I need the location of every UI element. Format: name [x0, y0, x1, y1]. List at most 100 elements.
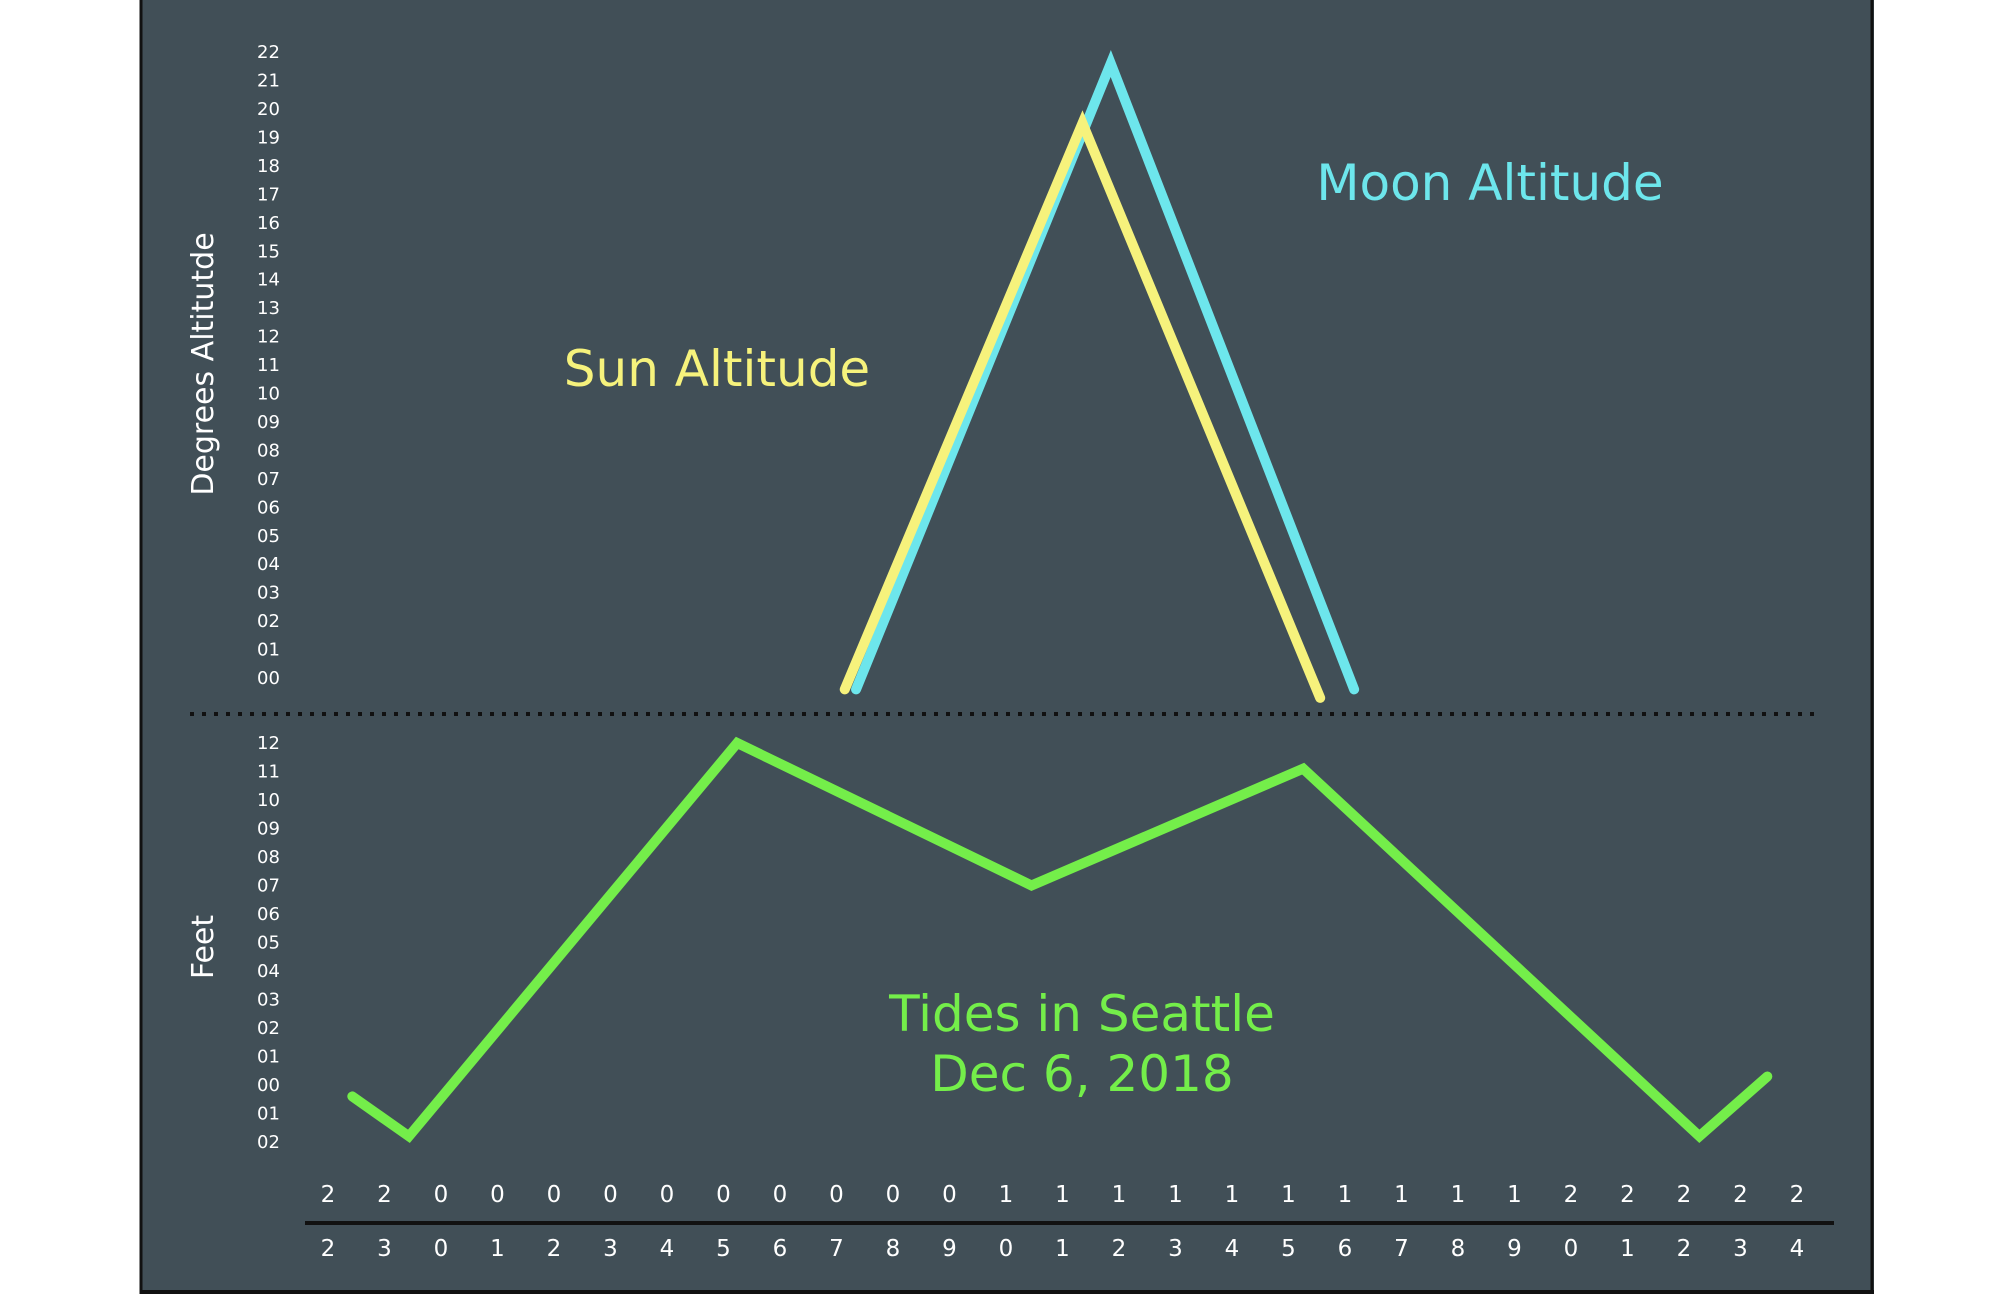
- feet-y-ticks: 12 11 10 09 08 07 06 05 04 03 02 01 00 01 02: [257, 733, 280, 1153]
- hour-tens-digit: 1: [1281, 1182, 1296, 1208]
- feet-tick-label: 02: [257, 1132, 280, 1153]
- tide-chart-title: Tides in Seattle: [888, 985, 1275, 1043]
- hour-tens-digit: 1: [1338, 1182, 1353, 1208]
- altitude-tick-label: 15: [257, 241, 280, 262]
- hour-tens-digit: 1: [999, 1182, 1014, 1208]
- feet-tick-label: 06: [257, 904, 280, 925]
- hour-tens-digit: 2: [1677, 1182, 1692, 1208]
- altitude-y-ticks: 00 01 02 03 04 05 06 07 08 09 10 11 12 13 14 15 16 17 18 19…: [257, 42, 280, 689]
- hour-labels: 2 2 2 3 0 0 0 1 0 2 0 3 0 4 0 5 0 6 0 7 0 8 0 9 1 0 1 1 1 2 1 3 1 4 1 5 1 6 1 7…: [321, 1182, 1805, 1262]
- hour-ones-digit: 3: [603, 1236, 618, 1262]
- hour-tens-digit: 1: [1055, 1182, 1070, 1208]
- altitude-tick-label: 11: [257, 355, 280, 376]
- hour-ones-digit: 1: [490, 1236, 505, 1262]
- altitude-tick-label: 03: [257, 583, 280, 604]
- hour-ones-digit: 5: [716, 1236, 731, 1262]
- hour-tens-digit: 0: [886, 1182, 901, 1208]
- feet-tick-label: 04: [257, 961, 280, 982]
- hour-ones-digit: 6: [773, 1236, 788, 1262]
- hour-tens-digit: 2: [1790, 1182, 1805, 1208]
- hour-ones-digit: 3: [377, 1236, 392, 1262]
- hour-ones-digit: 5: [1281, 1236, 1296, 1262]
- altitude-tick-label: 05: [257, 526, 280, 547]
- hour-tens-digit: 2: [321, 1182, 336, 1208]
- hour-ones-digit: 8: [886, 1236, 901, 1262]
- altitude-tick-label: 22: [257, 42, 280, 63]
- hour-ones-digit: 6: [1338, 1236, 1353, 1262]
- altitude-tick-label: 19: [257, 127, 280, 148]
- hour-tens-digit: 2: [1620, 1182, 1635, 1208]
- hour-tens-digit: 1: [1451, 1182, 1466, 1208]
- hour-ones-digit: 4: [1790, 1236, 1805, 1262]
- hour-ones-digit: 7: [1394, 1236, 1409, 1262]
- feet-tick-label: 07: [257, 876, 280, 897]
- hour-ones-digit: 1: [1055, 1236, 1070, 1262]
- feet-tick-label: 12: [257, 733, 280, 754]
- feet-tick-label: 08: [257, 847, 280, 868]
- moon-series-label: Moon Altitude: [1316, 154, 1663, 212]
- altitude-tick-label: 02: [257, 611, 280, 632]
- altitude-tick-label: 12: [257, 327, 280, 348]
- hour-ones-digit: 3: [1168, 1236, 1183, 1262]
- moon-series-line: [851, 49, 1360, 695]
- hour-ones-digit: 0: [999, 1236, 1014, 1262]
- hour-ones-digit: 2: [1112, 1236, 1127, 1262]
- sun-series-line: [839, 110, 1326, 703]
- hour-ones-digit: 9: [1507, 1236, 1522, 1262]
- altitude-tick-label: 07: [257, 469, 280, 490]
- hour-ones-digit: 9: [942, 1236, 957, 1262]
- hour-ones-digit: 2: [1677, 1236, 1692, 1262]
- altitude-tick-label: 20: [257, 99, 280, 120]
- hour-ones-digit: 0: [434, 1236, 449, 1262]
- altitude-tick-label: 04: [257, 554, 280, 575]
- altitude-tick-label: 13: [257, 298, 280, 319]
- hour-tens-digit: 2: [377, 1182, 392, 1208]
- feet-tick-label: 11: [257, 762, 280, 783]
- hour-ones-digit: 4: [1225, 1236, 1240, 1262]
- hour-tens-digit: 1: [1225, 1182, 1240, 1208]
- hour-ones-digit: 0: [1564, 1236, 1579, 1262]
- hour-tens-digit: 0: [716, 1182, 731, 1208]
- hour-tens-digit: 0: [773, 1182, 788, 1208]
- altitude-tick-label: 00: [257, 668, 280, 689]
- feet-tick-label: 01: [257, 1047, 280, 1068]
- feet-tick-label: 09: [257, 819, 280, 840]
- tide-chart-subtitle: Dec 6, 2018: [930, 1045, 1234, 1103]
- hour-tens-digit: 2: [1733, 1182, 1748, 1208]
- feet-tick-label: 10: [257, 790, 280, 811]
- feet-tick-label: 03: [257, 990, 280, 1011]
- altitude-tick-label: 10: [257, 384, 280, 405]
- series-layer: [347, 49, 1773, 1144]
- sun-series-label: Sun Altitude: [564, 340, 870, 398]
- altitude-tick-label: 14: [257, 270, 280, 291]
- hour-tens-digit: 0: [660, 1182, 675, 1208]
- hour-tens-digit: 0: [547, 1182, 562, 1208]
- hour-ones-digit: 3: [1733, 1236, 1748, 1262]
- hour-ones-digit: 8: [1451, 1236, 1466, 1262]
- hour-tens-digit: 1: [1112, 1182, 1127, 1208]
- hour-tens-digit: 0: [829, 1182, 844, 1208]
- altitude-tick-label: 17: [257, 184, 280, 205]
- hour-ones-digit: 2: [547, 1236, 562, 1262]
- feet-tick-label: 00: [257, 1075, 280, 1096]
- hour-tens-digit: 1: [1168, 1182, 1183, 1208]
- altitude-tick-label: 21: [257, 71, 280, 92]
- feet-tick-label: 01: [257, 1104, 280, 1125]
- hour-tens-digit: 0: [490, 1182, 505, 1208]
- hour-tens-digit: 1: [1394, 1182, 1409, 1208]
- altitude-tick-label: 16: [257, 213, 280, 234]
- tide-series-line: [347, 736, 1773, 1144]
- hour-ones-digit: 4: [660, 1236, 675, 1262]
- hour-ones-digit: 1: [1620, 1236, 1635, 1262]
- feet-axis-title: Feet: [186, 915, 221, 980]
- altitude-tick-label: 06: [257, 497, 280, 518]
- altitude-tick-label: 18: [257, 156, 280, 177]
- hour-tens-digit: 1: [1507, 1182, 1522, 1208]
- hour-ones-digit: 2: [321, 1236, 336, 1262]
- altitude-tick-label: 01: [257, 640, 280, 661]
- feet-tick-label: 05: [257, 933, 280, 954]
- hour-tens-digit: 0: [942, 1182, 957, 1208]
- hour-tens-digit: 2: [1564, 1182, 1579, 1208]
